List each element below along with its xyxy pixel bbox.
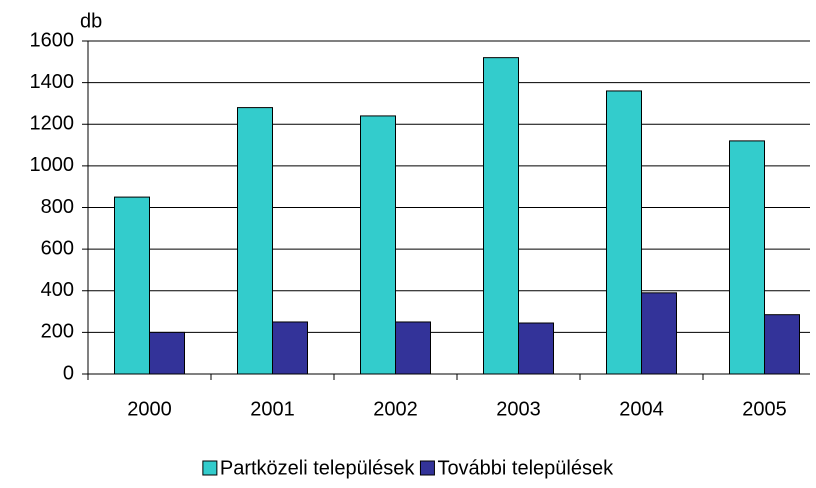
x-tick-label: 2000 <box>127 398 172 420</box>
y-tick-label: 1000 <box>30 154 75 176</box>
legend-swatch <box>419 460 435 476</box>
x-tick-label: 2002 <box>373 398 418 420</box>
bar <box>360 115 396 375</box>
x-tick-label: 2004 <box>619 398 664 420</box>
bar <box>483 57 519 375</box>
legend-label: További települések <box>437 457 614 479</box>
bar <box>237 107 273 375</box>
y-tick-label: 1600 <box>30 29 75 51</box>
y-tick-label: 800 <box>41 196 74 218</box>
bar <box>518 322 554 375</box>
y-tick-label: 1200 <box>30 113 75 135</box>
y-tick-label: 200 <box>41 321 74 343</box>
x-tick-label: 2005 <box>742 398 787 420</box>
y-tick-label: 0 <box>63 362 74 384</box>
bar <box>764 314 800 375</box>
bar <box>149 331 185 375</box>
y-tick-label: 600 <box>41 237 74 259</box>
y-tick-label: 400 <box>41 279 74 301</box>
x-tick-label: 2001 <box>250 398 295 420</box>
legend: Partközeli települések További települése… <box>202 457 614 479</box>
x-tick-label: 2003 <box>496 398 541 420</box>
y-tick-label: 1400 <box>30 71 75 93</box>
bar <box>729 140 765 375</box>
bar <box>272 321 308 375</box>
bar <box>606 90 642 375</box>
legend-label: Partközeli települések <box>220 457 416 479</box>
legend-swatch <box>202 460 218 476</box>
bar <box>114 196 150 375</box>
y-axis-label: db <box>80 10 102 32</box>
bar <box>641 292 677 375</box>
bar <box>395 321 431 375</box>
